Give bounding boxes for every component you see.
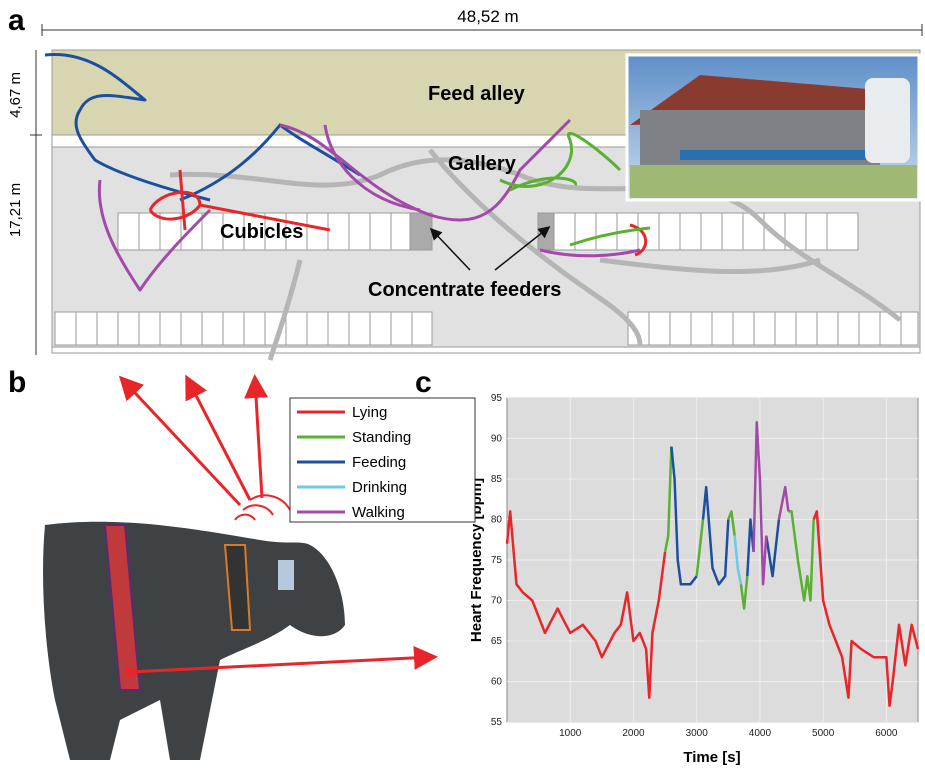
y-tick-label: 95: [491, 393, 503, 404]
area-label: Gallery: [448, 153, 517, 175]
panel-label: a: [8, 4, 25, 37]
area-label: Concentrate feeders: [368, 279, 561, 301]
x-tick-label: 3000: [686, 728, 709, 739]
panel-label: c: [415, 366, 432, 399]
legend-label: Feeding: [352, 454, 406, 471]
legend-label: Walking: [352, 504, 405, 521]
x-tick-label: 6000: [875, 728, 898, 739]
dimension-label: 17,21 m: [7, 183, 24, 237]
x-tick-label: 2000: [622, 728, 645, 739]
x-axis-title: Time [s]: [683, 749, 740, 766]
y-tick-label: 55: [491, 717, 503, 728]
y-tick-label: 60: [491, 677, 503, 688]
legend-label: Drinking: [352, 479, 407, 496]
y-tick-label: 70: [491, 596, 503, 607]
legend-label: Standing: [352, 429, 411, 446]
dimension-label: 4,67 m: [7, 72, 24, 118]
panel-label: b: [8, 366, 26, 399]
barn-photo: [627, 55, 919, 200]
legend-label: Lying: [352, 404, 387, 421]
x-tick-label: 5000: [812, 728, 835, 739]
x-tick-label: 1000: [559, 728, 582, 739]
y-tick-label: 90: [491, 434, 503, 445]
y-tick-label: 65: [491, 636, 503, 647]
y-tick-label: 85: [491, 474, 503, 485]
figure: a 48,52 m 4,67 m 17,21 m Feed alley Gall…: [0, 0, 925, 770]
x-tick-label: 4000: [749, 728, 772, 739]
barn-map: a 48,52 m 4,67 m 17,21 m Feed alley Gall…: [7, 4, 922, 360]
y-tick-label: 80: [491, 515, 503, 526]
area-label: Feed alley: [428, 83, 526, 105]
dimension-label: 48,52 m: [457, 7, 518, 26]
area-label: Cubicles: [220, 221, 303, 243]
y-tick-label: 75: [491, 555, 503, 566]
